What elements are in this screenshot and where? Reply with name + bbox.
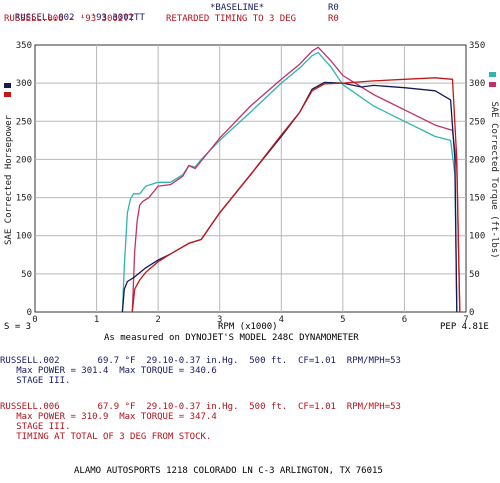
plot-frame [34,44,467,313]
series-line-run002_power [121,51,458,313]
y-tick-label-left: 0 [27,308,32,318]
y-tick-label-left: 150 [16,194,32,204]
series-line-run002_torque [121,81,458,313]
x-tick-label: 1 [94,315,99,325]
run006-info-line1: RUSSELL.006 67.9 °F 29.10-0.37 in.Hg. 50… [0,402,401,412]
run002-info-line2: Max POWER = 301.4 Max TORQUE = 340.6 [0,366,217,376]
y-tick-label-right: 100 [469,232,485,242]
y-tick-label-left: 250 [16,117,32,127]
x-tick-label: 4 [279,315,284,325]
shop-address: ALAMO AUTOSPORTS 1218 COLORADO LN C-3 AR… [74,466,383,476]
x-tick-label: 3 [217,315,222,325]
legend-swatch-run006-left [4,92,11,97]
run006-info-line2: Max POWER = 310.9 Max TORQUE = 347.4 [0,412,217,422]
series-line-run006_power [131,46,461,313]
header-baseline-label: *BASELINE* [210,3,265,13]
legend-swatch-run006-right [489,82,496,87]
y-tick-label-right: 50 [469,270,480,280]
x-tick-label: 7 [463,315,468,325]
header-run006-desc: RETARDED TIMING TO 3 DEG [166,14,297,24]
y-tick-label-right: 0 [469,308,474,318]
header-run002-r0: R0 [328,3,339,13]
header-run006-r0: R0 [328,14,339,24]
y-tick-label-right: 200 [469,155,485,165]
y-tick-label-right: 250 [469,117,485,127]
legend-swatch-run002-right [489,72,496,77]
smoothing-label: S = 3 [4,322,32,332]
dyno-note: As measured on DYNOJET'S MODEL 248C DYNA… [104,333,359,343]
x-axis-label: RPM (x1000) [218,322,278,332]
x-tick-label: 0 [32,315,37,325]
chart-series [121,46,461,313]
series-line-run006_torque [131,77,461,313]
x-tick-label: 6 [402,315,407,325]
y-tick-label-right: 150 [469,194,485,204]
run002-info-line3: STAGE III. [0,376,71,386]
chart-ticks: 0 1 2 3 4 5 6 705010015020025030035005010015020… [16,41,486,325]
y-axis-label-right: SAE Corrected Torque (ft-lbs) [489,101,499,258]
header-run002: RUSSELL.002 - '93 3002TT [4,3,145,23]
pep-label: PEP 4.81E [440,322,489,332]
y-tick-label-left: 100 [16,232,32,242]
header-run002-name: RUSSELL.002 - '93 3002TT [14,13,145,23]
x-tick-label: 5 [340,315,345,325]
y-tick-label-left: 50 [21,270,32,280]
x-tick-label: 2 [155,315,160,325]
run006-info-line3: STAGE III. [0,422,71,432]
y-tick-label-left: 350 [16,41,32,51]
y-tick-label-left: 200 [16,155,32,165]
y-tick-label-right: 300 [469,79,485,89]
run006-info-line4: TIMING AT TOTAL OF 3 DEG FROM STOCK. [0,432,212,442]
header-run006-name: RUSSELL.006 - '93 3002TT [4,14,135,24]
y-tick-label-right: 350 [469,41,485,51]
chart-grid [34,44,467,313]
run002-info-line1: RUSSELL.002 69.7 °F 29.10-0.37 in.Hg. 50… [0,356,401,366]
legend-swatch-run002-left [4,83,11,88]
y-tick-label-left: 300 [16,79,32,89]
y-axis-label-left: SAE Corrected Horsepower [4,114,14,245]
dyno-chart: 0 1 2 3 4 5 6 705010015020025030035005010015020… [4,41,499,325]
